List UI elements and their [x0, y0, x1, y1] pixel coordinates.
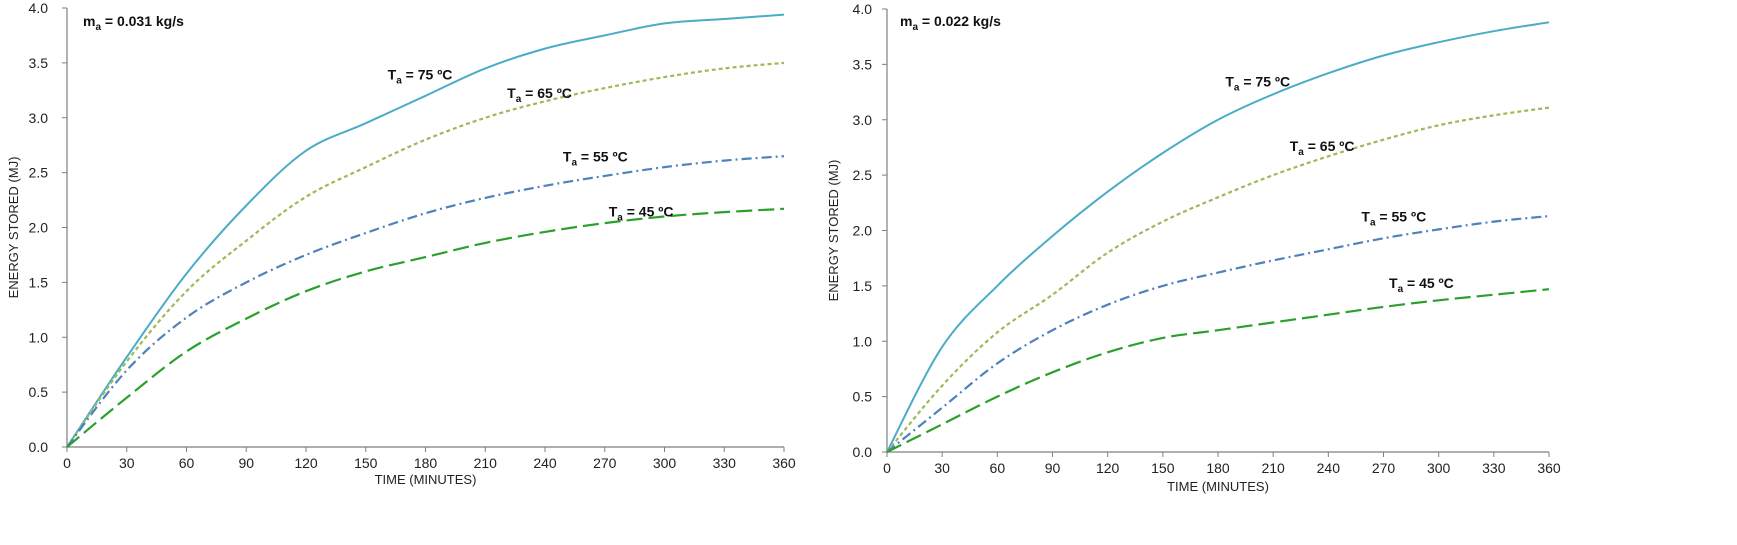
x-tick-label: 330: [1482, 460, 1506, 476]
x-tick-label: 90: [238, 455, 254, 471]
series-line-65c: [66, 61, 785, 448]
y-tick-label: 2.0: [853, 223, 873, 239]
x-tick-label: 360: [1537, 460, 1561, 476]
y-tick-label: 3.0: [29, 110, 49, 126]
y-tick-label: 0.5: [29, 384, 49, 400]
series-line-75c: [886, 21, 1550, 453]
x-tick-label: 30: [934, 460, 950, 476]
x-tick-label: 60: [990, 460, 1006, 476]
x-tick-label: 120: [1096, 460, 1120, 476]
series-label-55c: Ta = 55 ºC: [563, 149, 628, 169]
x-tick-label: 300: [653, 455, 677, 471]
chart-left-ma-0031: 0.0 0.5 1.0 1.5 2.0 2.5 3.0 3.5 4.0 0 30 60 90 120 150…: [6, 0, 796, 487]
y-tick-label: 2.0: [29, 220, 49, 236]
y-tick-label: 3.5: [29, 55, 49, 71]
x-axis-title: TIME (MINUTES): [1167, 479, 1269, 494]
x-tick-label: 90: [1045, 460, 1061, 476]
y-tick-label: 2.5: [853, 167, 873, 183]
y-tick-label: 1.5: [853, 278, 873, 294]
series-label-55c: Ta = 55 ºC: [1361, 209, 1426, 229]
y-tick-label: 0.0: [29, 439, 49, 455]
x-tick-label: 210: [474, 455, 498, 471]
series-label-45c: Ta = 45 ºC: [609, 204, 674, 224]
x-tick-label: 150: [1151, 460, 1175, 476]
series-line-75c: [66, 13, 785, 448]
x-tick-label: 180: [414, 455, 438, 471]
y-axis-title: ENERGY STORED (MJ): [826, 160, 841, 302]
series-label-75c: Ta = 75 ºC: [388, 66, 453, 86]
y-tick-label: 3.0: [853, 112, 873, 128]
x-tick-label: 0: [63, 455, 71, 471]
y-tick-label: 3.5: [853, 56, 873, 72]
x-axis-title: TIME (MINUTES): [375, 472, 477, 487]
x-tick-label: 330: [713, 455, 737, 471]
y-tick-label: 4.0: [29, 0, 49, 16]
series-label-65c: Ta = 65 ºC: [507, 85, 572, 105]
y-axis-title: ENERGY STORED (MJ): [6, 157, 21, 299]
x-tick-label: 0: [883, 460, 891, 476]
x-tick-label: 270: [1372, 460, 1396, 476]
series-label-65c: Ta = 65 ºC: [1290, 138, 1355, 158]
x-tick-label: 30: [119, 455, 135, 471]
y-tick-label: 0.0: [853, 444, 873, 460]
series-line-45c: [66, 207, 785, 448]
x-tick-label: 240: [533, 455, 557, 471]
y-tick-label: 1.0: [853, 333, 873, 349]
x-tick-label: 300: [1427, 460, 1451, 476]
y-tick-label: 1.0: [29, 329, 49, 345]
y-tick-label: 4.0: [853, 1, 873, 17]
x-tick-label: 60: [179, 455, 195, 471]
mass-flow-annotation: ma = 0.022 kg/s: [900, 13, 1001, 33]
y-tick-label: 2.5: [29, 165, 49, 181]
x-tick-label: 270: [593, 455, 617, 471]
series-label-75c: Ta = 75 ºC: [1225, 74, 1290, 94]
x-tick-label: 360: [772, 455, 796, 471]
x-tick-label: 240: [1317, 460, 1341, 476]
x-tick-label: 120: [294, 455, 318, 471]
mass-flow-annotation: ma = 0.031 kg/s: [83, 13, 184, 33]
chart-right-ma-0022: 0.0 0.5 1.0 1.5 2.0 2.5 3.0 3.5 4.0 0 30 60 90 120 150…: [826, 1, 1561, 494]
series-line-55c: [886, 215, 1550, 453]
x-tick-label: 180: [1206, 460, 1230, 476]
y-tick-label: 1.5: [29, 274, 49, 290]
y-tick-label: 0.5: [853, 389, 873, 405]
series-line-45c: [886, 288, 1550, 453]
series-line-55c: [66, 155, 785, 448]
x-tick-label: 150: [354, 455, 378, 471]
x-tick-label: 210: [1261, 460, 1285, 476]
series-label-45c: Ta = 45 ºC: [1389, 275, 1454, 295]
